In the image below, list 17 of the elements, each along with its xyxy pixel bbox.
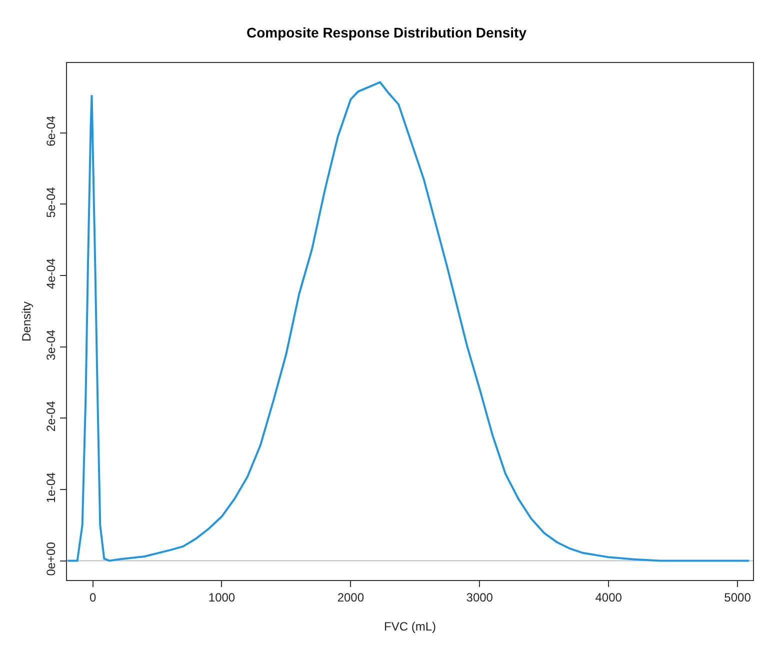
y-tick-label: 4e-04 bbox=[44, 258, 58, 290]
x-tick-label: 0 bbox=[89, 590, 96, 604]
line-series bbox=[67, 81, 750, 562]
x-tick-label: 2000 bbox=[337, 590, 364, 604]
y-tick-label: 0e+00 bbox=[44, 542, 58, 576]
x-tick-label: 1000 bbox=[208, 590, 236, 604]
y-tick-label: 3e-04 bbox=[44, 329, 58, 360]
y-tick-label: 1e-04 bbox=[44, 472, 58, 503]
x-tick-label: 3000 bbox=[466, 590, 494, 604]
x-axis-title: FVC (mL) bbox=[384, 619, 436, 634]
y-tick-label: 6e-04 bbox=[44, 115, 58, 146]
x-tick-label: 4000 bbox=[595, 590, 622, 604]
y-axis-title: Density bbox=[20, 301, 34, 342]
y-tick-label: 2e-04 bbox=[44, 400, 58, 432]
x-tick-label: 5000 bbox=[724, 590, 752, 604]
y-tick-label: 5e-04 bbox=[44, 186, 58, 218]
chart-title: Composite Response Distribution Density bbox=[246, 24, 527, 40]
